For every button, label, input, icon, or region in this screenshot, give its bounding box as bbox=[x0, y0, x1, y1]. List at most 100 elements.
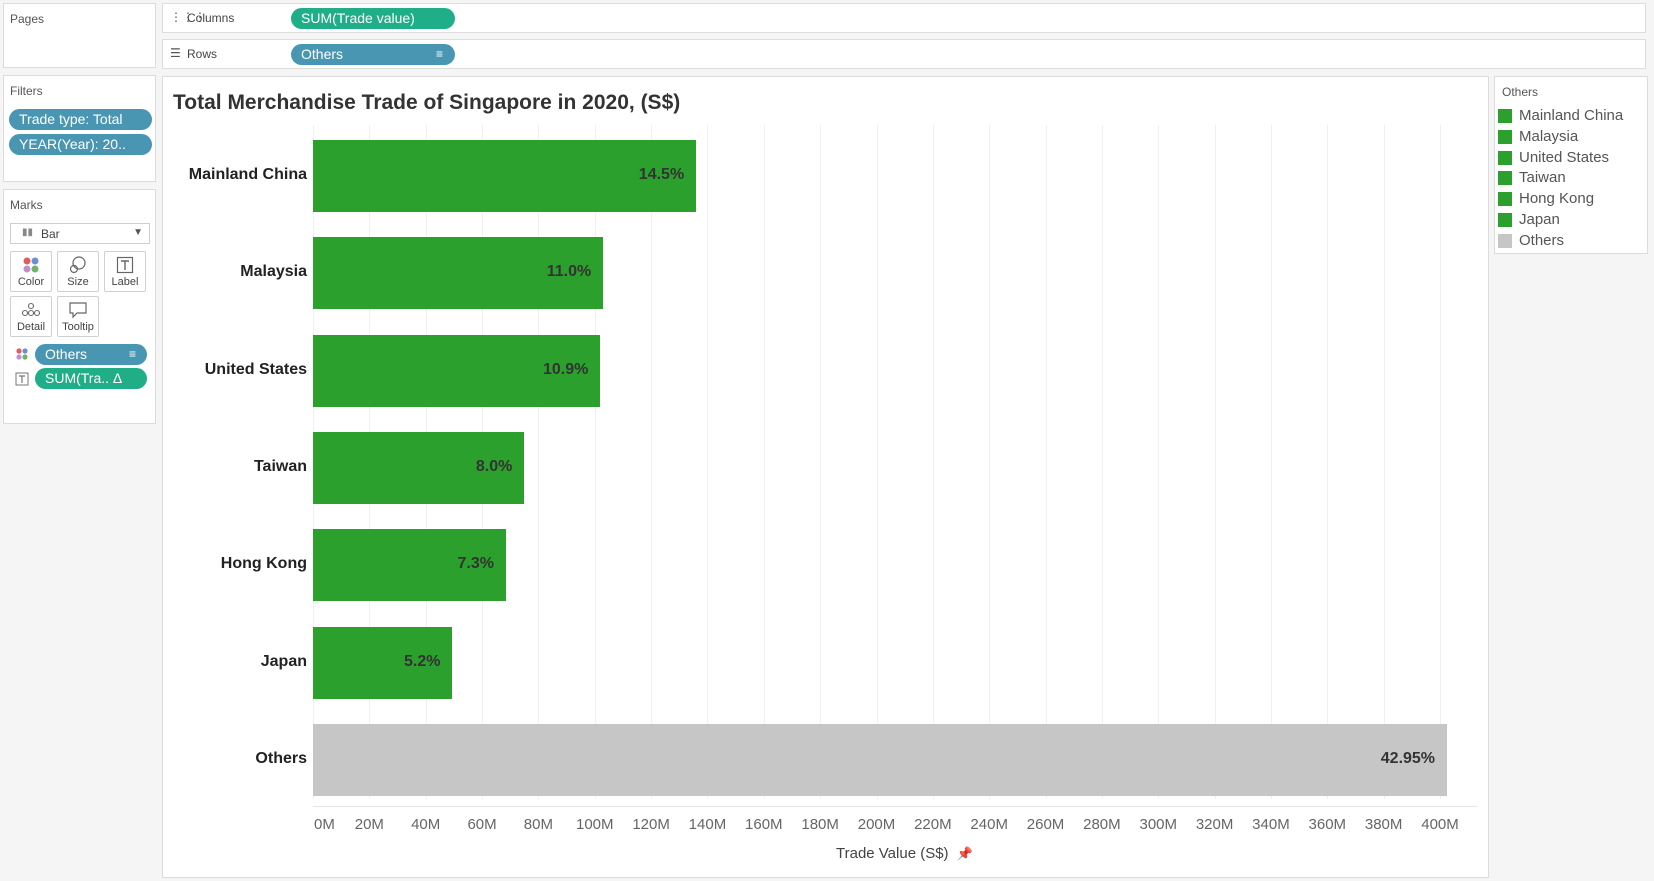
rows-shelf[interactable]: ☰ Rows Others ≡ bbox=[162, 39, 1646, 69]
gridline bbox=[989, 125, 991, 799]
legend-swatch[interactable] bbox=[1498, 171, 1512, 186]
category-label: Mainland China bbox=[188, 166, 307, 183]
color-card[interactable]: Color bbox=[10, 251, 52, 292]
gridline bbox=[1327, 125, 1329, 799]
sort-icon: ≡ bbox=[435, 47, 443, 61]
rows-label: Rows bbox=[187, 47, 218, 61]
tooltip-icon bbox=[69, 302, 87, 319]
text-label-icon bbox=[116, 256, 134, 274]
columns-shelf[interactable]: ⋮⋮⋮ Columns SUM(Trade value) bbox=[162, 3, 1646, 33]
marks-title: Marks bbox=[10, 198, 43, 212]
size-card[interactable]: Size bbox=[57, 251, 99, 292]
sort-icon: ≡ bbox=[128, 347, 136, 361]
category-label: Taiwan bbox=[253, 457, 307, 475]
legend-swatch[interactable] bbox=[1498, 233, 1512, 248]
filters-title: Filters bbox=[10, 84, 43, 98]
gridline bbox=[651, 125, 653, 799]
x-axis-label: Trade Value (S$) bbox=[836, 845, 949, 862]
legend-title: Others bbox=[1502, 85, 1539, 99]
legend-swatch[interactable] bbox=[1498, 109, 1512, 123]
legend-item-label[interactable]: Japan bbox=[1519, 211, 1560, 228]
bar-taiwan[interactable] bbox=[313, 431, 525, 504]
x-tick-label: 0M bbox=[314, 816, 335, 833]
marks-panel[interactable]: Marks ▮▮ Bar ▼ Color Size Label De bbox=[3, 189, 156, 424]
category-label: United States bbox=[204, 360, 307, 378]
gridline bbox=[1383, 125, 1385, 799]
color-field-icon bbox=[16, 348, 28, 360]
bar-value-label: 11.0% bbox=[546, 263, 592, 281]
size-card-label: Size bbox=[67, 276, 89, 288]
bar-mainland-china[interactable] bbox=[313, 140, 697, 212]
gridline bbox=[1045, 125, 1047, 799]
legend-swatch[interactable] bbox=[1498, 213, 1512, 227]
gridline bbox=[1440, 125, 1441, 799]
mark-type-label: Bar bbox=[41, 227, 60, 241]
x-tick-label: 340M bbox=[1252, 816, 1290, 833]
x-tick-label: 380M bbox=[1364, 816, 1403, 833]
legend-item-label[interactable]: Hong Kong bbox=[1519, 190, 1595, 208]
x-tick-label: 360M bbox=[1308, 816, 1347, 833]
legend-swatch[interactable] bbox=[1498, 129, 1512, 144]
category-label: Hong Kong bbox=[220, 555, 307, 573]
filter-year-pill[interactable]: YEAR(Year): 20.. bbox=[9, 134, 152, 155]
gridline bbox=[707, 125, 709, 799]
x-tick-label: 320M bbox=[1195, 816, 1234, 833]
detail-card[interactable]: Detail bbox=[10, 296, 52, 337]
pages-title: Pages bbox=[10, 12, 45, 26]
bar-value-label: 7.3% bbox=[457, 555, 494, 573]
label-field-pill[interactable]: SUM(Tra.. Δ bbox=[35, 368, 147, 389]
x-axis-line bbox=[313, 806, 1477, 807]
x-tick-label: 260M bbox=[1026, 816, 1065, 833]
legend-item-label[interactable]: Taiwan bbox=[1519, 169, 1566, 187]
x-tick-label: 160M bbox=[745, 816, 783, 833]
legend-item-label[interactable]: United States bbox=[1519, 148, 1610, 166]
bar-malaysia[interactable] bbox=[313, 237, 604, 310]
legend-swatch[interactable] bbox=[1498, 192, 1512, 207]
filter-trade-type-pill[interactable]: Trade type: Total bbox=[9, 109, 152, 130]
pages-panel[interactable]: Pages bbox=[3, 3, 156, 68]
rows-pill[interactable]: Others ≡ bbox=[291, 44, 455, 65]
mark-type-dropdown[interactable]: ▮▮ Bar ▼ bbox=[10, 223, 150, 244]
x-tick-label: 40M bbox=[411, 816, 441, 833]
x-tick-label: 100M bbox=[575, 816, 614, 833]
x-tick-label: 220M bbox=[914, 816, 952, 833]
bar-value-label: 8.0% bbox=[475, 457, 513, 475]
rows-icon: ☰ bbox=[170, 46, 181, 60]
bar-united-states[interactable] bbox=[313, 334, 601, 407]
chevron-down-icon: ▼ bbox=[133, 227, 143, 238]
bar-value-label: 10.9% bbox=[543, 360, 589, 378]
legend-item-label[interactable]: Others bbox=[1519, 231, 1565, 249]
gridline bbox=[594, 125, 596, 799]
x-tick-label: 300M bbox=[1139, 816, 1178, 833]
size-icon bbox=[69, 256, 86, 274]
legend-panel[interactable]: Others bbox=[1494, 76, 1648, 254]
gridline bbox=[1101, 125, 1103, 799]
chart-title: Total Merchandise Trade of Singapore in … bbox=[173, 91, 681, 114]
x-tick-label: 240M bbox=[970, 816, 1008, 833]
legend-swatch[interactable] bbox=[1498, 150, 1512, 165]
bar-value-label: 5.2% bbox=[403, 652, 441, 670]
filters-panel[interactable]: Filters Trade type: Total YEAR(Year): 20… bbox=[3, 75, 156, 182]
bar-others[interactable] bbox=[313, 723, 1448, 796]
x-tick-label: 20M bbox=[354, 816, 384, 833]
legend-item-label[interactable]: Mainland China bbox=[1519, 107, 1624, 124]
columns-label: Columns bbox=[187, 11, 235, 25]
gridline bbox=[1270, 125, 1272, 799]
color-field-pill[interactable]: Others ≡ bbox=[35, 344, 147, 365]
label-card-label: Label bbox=[111, 276, 139, 288]
tooltip-card[interactable]: Tooltip bbox=[57, 296, 99, 337]
bar-chart-icon: ▮▮ bbox=[22, 227, 34, 238]
bar-value-label: 14.5% bbox=[638, 166, 685, 183]
legend-item-label[interactable]: Malaysia bbox=[1519, 127, 1579, 145]
detail-icon bbox=[21, 302, 41, 317]
label-card[interactable]: Label bbox=[104, 251, 146, 292]
x-tick-label: 80M bbox=[523, 816, 553, 833]
gridline bbox=[1214, 125, 1216, 799]
columns-icon: ⋮⋮⋮ bbox=[170, 10, 206, 24]
bar-japan[interactable] bbox=[313, 626, 453, 699]
bar-hong-kong[interactable] bbox=[313, 529, 506, 602]
columns-pill[interactable]: SUM(Trade value) bbox=[291, 8, 455, 29]
x-tick-label: 400M bbox=[1421, 816, 1459, 833]
bar-value-label: 42.95% bbox=[1380, 749, 1436, 767]
x-tick-label: 60M bbox=[467, 816, 497, 833]
